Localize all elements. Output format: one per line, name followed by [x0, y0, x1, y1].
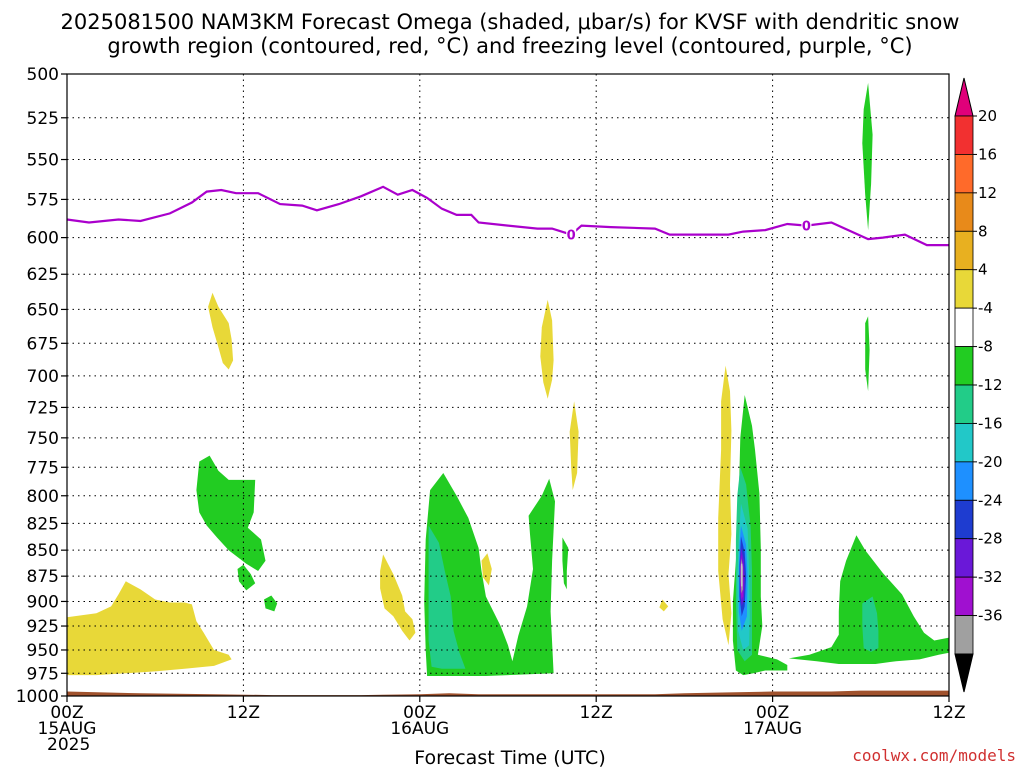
- colorbar-label: 16: [978, 145, 997, 163]
- omega-region-4: [540, 299, 554, 399]
- colorbar-label: -16: [978, 414, 1003, 432]
- colorbar-label: 12: [978, 184, 997, 202]
- omega-region-11: [424, 473, 555, 676]
- colorbar-label: -32: [978, 568, 1003, 586]
- colorbar-segment: [954, 615, 974, 655]
- freezing-level-label-1: 0: [802, 220, 811, 235]
- y-tick-label: 850: [27, 541, 59, 561]
- freezing-level-line: [66, 185, 949, 247]
- x-tick-label: 00Z: [756, 703, 789, 723]
- freezing-level-label-bg: [566, 226, 577, 241]
- colorbar-segment: [954, 499, 974, 540]
- omega-region-7: [718, 365, 732, 646]
- omega-region-0: [67, 581, 232, 676]
- omega-region-12: [562, 537, 569, 590]
- x-tick-label: 12Z: [580, 703, 613, 723]
- y-tick-label: 725: [27, 398, 59, 418]
- colorbar-segment: [954, 538, 974, 578]
- y-tick-label: 750: [27, 429, 59, 449]
- plot-frame: [66, 73, 950, 697]
- omega-region-15: [862, 82, 873, 231]
- omega-region-26: [741, 563, 743, 587]
- colorbar-segment: [954, 423, 974, 463]
- y-tick-label: 650: [27, 300, 59, 320]
- x-tick-label: 12Z: [227, 703, 260, 723]
- y-tick-label: 500: [27, 65, 59, 85]
- colorbar-label: 20: [978, 107, 997, 125]
- colorbar-segment: [954, 384, 974, 424]
- grid-lines: [67, 74, 949, 696]
- x-tick-label: 12Z: [932, 703, 965, 723]
- x-tick-label: 00Z: [50, 703, 83, 723]
- omega-region-3: [481, 553, 492, 586]
- omega-region-8: [196, 455, 266, 571]
- colorbar-label: 8: [978, 222, 988, 240]
- colorbar-segment: [954, 576, 974, 616]
- colorbar-label: -12: [978, 376, 1003, 394]
- freezing-level-contour: 00: [66, 185, 949, 247]
- y-tick-label: 675: [27, 334, 59, 354]
- omega-region-1: [208, 292, 234, 370]
- colorbar-segment: [954, 307, 974, 347]
- x-axis-label: Forecast Time (UTC): [414, 747, 605, 768]
- y-tick-label: 875: [27, 567, 59, 587]
- colorbar-segment: [954, 269, 974, 309]
- y-tick-label: 550: [27, 151, 59, 171]
- colorbar-segment: [954, 346, 974, 386]
- x-tick-label: 00Z: [403, 703, 436, 723]
- y-tick-label: 975: [27, 664, 59, 684]
- y-tick-label: 800: [27, 487, 59, 507]
- y-tick-label: 600: [27, 229, 59, 249]
- omega-region-10: [264, 595, 278, 612]
- colorbar-segment: [954, 154, 974, 194]
- y-tick-label: 1000: [16, 687, 59, 707]
- plot-area: [67, 82, 949, 696]
- colorbar-bottom-triangle: [954, 653, 974, 693]
- freezing-level-label-bg: [801, 217, 812, 232]
- x-tick-label: 15AUG: [38, 719, 97, 739]
- y-axis-pressure-ticks: 500 525 550 575 600 625 650 675 700 725 750 775 800 8…: [16, 65, 67, 707]
- omega-region-6: [659, 599, 669, 612]
- y-tick-label: 775: [27, 458, 59, 478]
- colorbar-segment: [954, 461, 974, 501]
- colorbar-label: -24: [978, 491, 1003, 509]
- credit-text: coolwx.com/models: [852, 746, 1016, 765]
- omega-region-16: [865, 316, 870, 392]
- terrain-surface: [67, 690, 949, 696]
- omega-region-17: [428, 525, 466, 669]
- colorbar-segment: [954, 115, 974, 155]
- chart-title-line2: growth region (contoured, red, °C) and f…: [107, 34, 912, 58]
- x-tick-label: 16AUG: [390, 719, 449, 739]
- colorbar-label: 4: [978, 261, 988, 279]
- x-tick-label: 2025: [47, 735, 90, 755]
- x-tick-label: 17AUG: [743, 719, 802, 739]
- colorbar-label: -4: [978, 299, 993, 317]
- y-tick-label: 950: [27, 641, 59, 661]
- y-tick-label: 625: [27, 265, 59, 285]
- y-tick-label: 900: [27, 592, 59, 612]
- omega-region-18: [862, 596, 879, 652]
- omega-region-5: [569, 401, 579, 491]
- colorbar-label: -28: [978, 530, 1003, 548]
- colorbar-top-triangle: [954, 77, 974, 117]
- y-tick-label: 925: [27, 617, 59, 637]
- omega-region-2: [380, 554, 416, 641]
- colorbar-segment: [954, 192, 974, 232]
- colorbar-label: -8: [978, 338, 993, 356]
- chart-title-line1: 2025081500 NAM3KM Forecast Omega (shaded…: [61, 10, 960, 34]
- freezing-level-label-0: 0: [567, 229, 576, 244]
- y-tick-label: 525: [27, 109, 59, 129]
- colorbar-segment: [954, 230, 974, 271]
- colorbar-label: -36: [978, 607, 1003, 625]
- y-tick-label: 700: [27, 367, 59, 387]
- omega-colorbar: 20 16 12 8 4 -4 -8 -12 -16 -20 -24 -28 -32 -36: [954, 77, 1003, 693]
- colorbar-label: -20: [978, 453, 1003, 471]
- omega-region-9: [237, 564, 256, 591]
- y-tick-label: 575: [27, 190, 59, 210]
- y-tick-label: 825: [27, 514, 59, 534]
